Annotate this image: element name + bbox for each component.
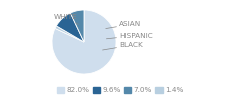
Text: WHITE: WHITE xyxy=(54,14,78,24)
Text: BLACK: BLACK xyxy=(102,42,143,50)
Wedge shape xyxy=(55,26,84,42)
Legend: 82.0%, 9.6%, 7.0%, 1.4%: 82.0%, 9.6%, 7.0%, 1.4% xyxy=(54,84,186,96)
Text: HISPANIC: HISPANIC xyxy=(106,33,153,39)
Wedge shape xyxy=(70,10,84,42)
Text: ASIAN: ASIAN xyxy=(106,21,141,29)
Wedge shape xyxy=(52,10,116,74)
Wedge shape xyxy=(56,13,84,42)
